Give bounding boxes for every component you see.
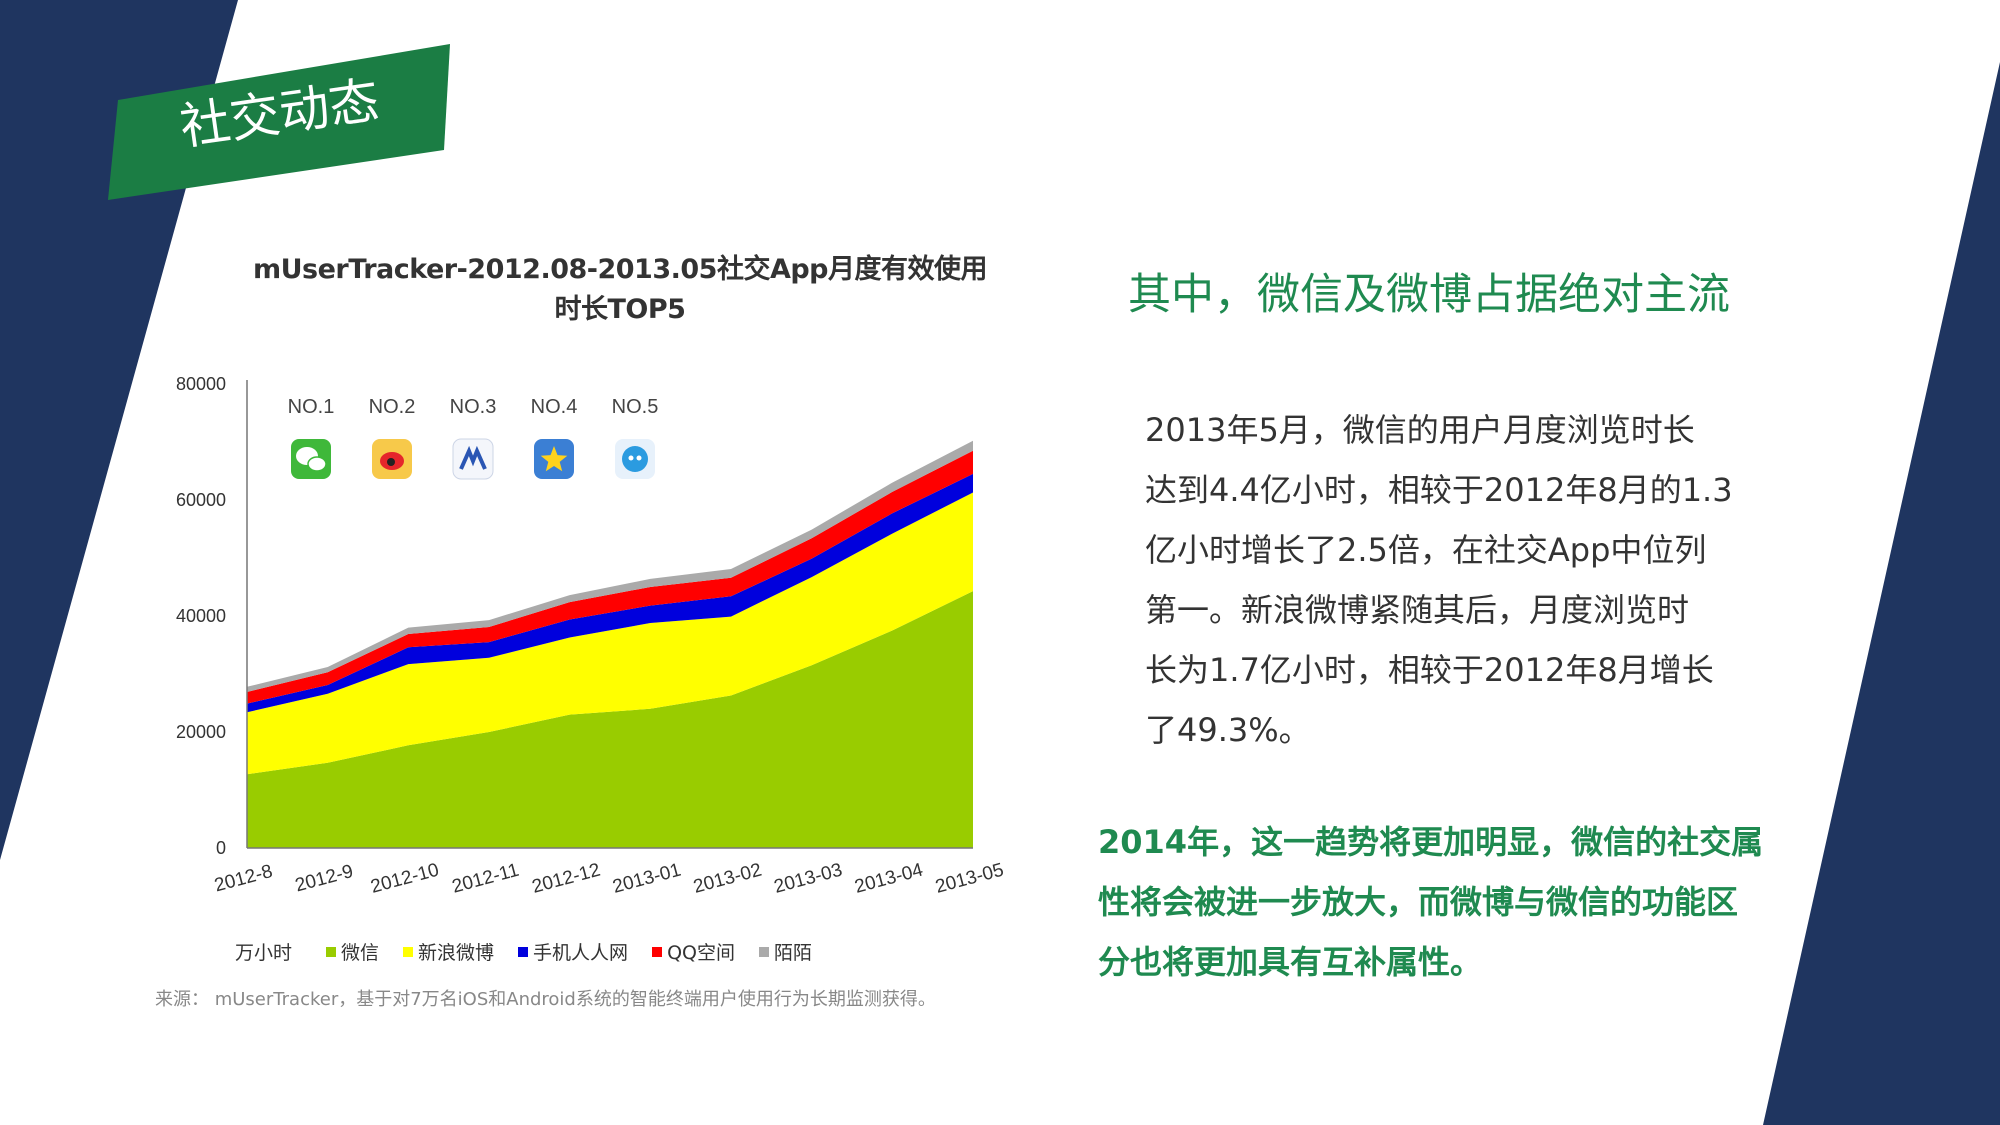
- legend-swatch-qzone: [652, 946, 663, 957]
- momo-icon-eye: [636, 455, 642, 461]
- area-series-3: [247, 473, 973, 713]
- legend-item-wechat: 微信: [326, 938, 379, 965]
- area-series-5: [247, 440, 973, 692]
- body-paragraph: 2013年5月，微信的用户月度浏览时长 达到4.4亿小时，相较于2012年8月的…: [1145, 400, 1765, 760]
- y-tick-label: 0: [216, 838, 226, 858]
- weibo-icon-eye: [387, 458, 395, 466]
- paragraph-line: 亿小时增长了2.5倍，在社交App中位列: [1145, 531, 1707, 569]
- rank-label: NO.4: [531, 396, 578, 418]
- stacked-area-chart: 0 20000 40000 60000 80000 2012-8 2012-9 2012-10…: [176, 374, 1006, 898]
- paragraph-line: 2013年5月，微信的用户月度浏览时长: [1145, 411, 1695, 449]
- legend-item-renren: 手机人人网: [518, 938, 628, 965]
- highlight-paragraph: 2014年，这一趋势将更加明显，微信的社交属 性将会被进一步放大，而微博与微信的…: [1098, 812, 1798, 992]
- x-tick-label: 2013-01: [611, 860, 684, 898]
- legend-item-momo: 陌陌: [758, 938, 812, 965]
- area-series-2: [247, 492, 973, 775]
- x-tick-label: 2012-12: [530, 860, 603, 898]
- y-tick-label: 80000: [176, 374, 226, 394]
- headline: 其中，微信及微博占据绝对主流: [1128, 270, 1730, 320]
- paragraph-line: 第一。新浪微博紧随其后，月度浏览时: [1145, 591, 1690, 629]
- left-navy-band: [0, 0, 238, 860]
- right-navy-band: [1763, 0, 2000, 1125]
- legend-label-wechat: 微信: [341, 942, 380, 964]
- qzone-icon-star: [540, 446, 568, 472]
- rank-label: NO.2: [369, 396, 416, 418]
- area-series-4: [247, 450, 973, 704]
- highlight-line: 2014年，这一趋势将更加明显，微信的社交属: [1098, 823, 1764, 861]
- momo-icon-eye: [628, 455, 634, 461]
- momo-icon-face: [622, 446, 648, 472]
- x-tick-label: 2013-02: [691, 860, 764, 898]
- y-tick-label: 20000: [176, 722, 226, 742]
- chart-source: 来源： mUserTracker，基于对7万名iOS和Android系统的智能终…: [155, 989, 936, 1010]
- x-tick-label: 2012-10: [369, 860, 442, 898]
- legend-label-qzone: QQ空间: [667, 942, 735, 964]
- legend-label-momo: 陌陌: [773, 942, 812, 964]
- paragraph-line: 长为1.7亿小时，相较于2012年8月增长: [1145, 651, 1714, 689]
- highlight-line: 性将会被进一步放大，而微博与微信的功能区: [1098, 883, 1739, 921]
- chart-title: mUserTracker-2012.08-2013.05社交App月度有效使用 …: [230, 250, 1010, 330]
- x-tick-label: 2012-8: [212, 861, 275, 897]
- x-tick-label: 2012-9: [293, 861, 356, 897]
- renren-icon-mark: [459, 445, 487, 470]
- legend-item-weibo: 新浪微博: [403, 938, 494, 965]
- legend-swatch-renren: [518, 946, 529, 957]
- chart-title-line2: 时长TOP5: [554, 294, 686, 325]
- legend-unit: 万小时: [235, 942, 293, 964]
- x-tick-label: 2012-11: [450, 860, 521, 898]
- rank-label: NO.3: [450, 396, 497, 418]
- legend-swatch-momo: [758, 946, 769, 957]
- legend-label-renren: 手机人人网: [533, 942, 629, 964]
- x-tick-label: 2013-04: [853, 859, 926, 897]
- legend-label-weibo: 新浪微博: [418, 942, 495, 964]
- legend-swatch-wechat: [326, 946, 337, 957]
- paragraph-line: 了49.3%。: [1145, 711, 1311, 749]
- paragraph-line: 达到4.4亿小时，相较于2012年8月的1.3: [1145, 471, 1733, 509]
- legend-swatch-weibo: [403, 946, 414, 957]
- area-series-1: [247, 591, 973, 848]
- y-tick-label: 60000: [176, 490, 226, 510]
- chart-title-line1: mUserTracker-2012.08-2013.05社交App月度有效使用: [252, 254, 988, 285]
- x-tick-label: 2013-05: [933, 860, 1006, 898]
- legend-item-qzone: QQ空间: [652, 938, 735, 965]
- y-tick-label: 40000: [176, 606, 226, 626]
- highlight-line: 分也将更加具有互补属性。: [1098, 943, 1483, 981]
- rank-label: NO.1: [288, 396, 335, 418]
- wechat-icon-bubble: [307, 456, 327, 472]
- chart-legend: 万小时 微信 新浪微博 手机人人网 QQ空间 陌陌: [235, 938, 836, 965]
- rank-label: NO.5: [612, 396, 659, 418]
- x-tick-label: 2013-03: [772, 860, 845, 898]
